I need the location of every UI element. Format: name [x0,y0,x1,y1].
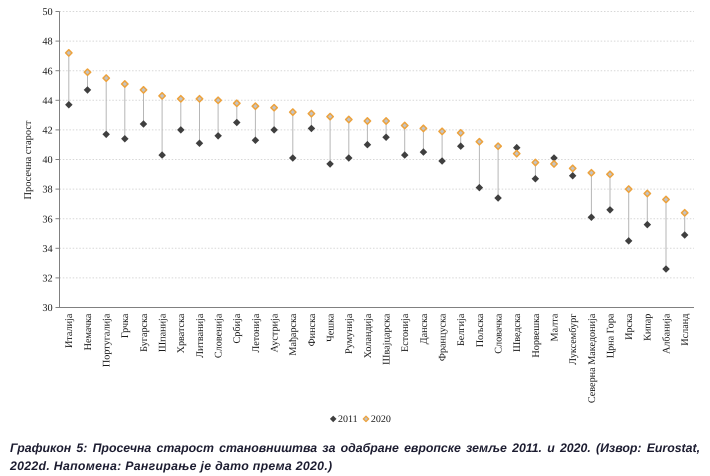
svg-text:34: 34 [42,244,52,255]
svg-text:Данска: Данска [419,313,430,344]
svg-text:Летонија: Летонија [251,313,262,353]
svg-text:42: 42 [42,126,52,137]
svg-text:Мађарска: Мађарска [288,313,299,355]
svg-text:Холандија: Холандија [363,313,374,358]
svg-text:Северна Македонија: Северна Македонија [587,313,598,403]
svg-text:38: 38 [42,185,52,196]
svg-text:Пољска: Пољска [475,313,486,347]
svg-text:Естонија: Естонија [400,313,411,352]
svg-text:50: 50 [42,7,52,18]
svg-text:44: 44 [42,96,52,107]
svg-text:Црна Гора: Црна Гора [605,313,616,358]
svg-text:Швајцарска: Швајцарска [382,313,393,365]
svg-text:2011: 2011 [338,414,358,425]
svg-text:Исланд: Исланд [680,314,691,346]
svg-text:Малта: Малта [549,313,560,341]
svg-text:Словенија: Словенија [214,313,225,358]
svg-text:2020: 2020 [371,414,391,425]
svg-text:32: 32 [42,274,52,285]
svg-text:36: 36 [42,214,52,225]
svg-text:Норвешка: Норвешка [531,313,542,357]
svg-text:Италија: Италија [64,313,75,348]
svg-text:Француска: Француска [438,313,449,361]
svg-text:Аустрија: Аустрија [270,313,281,352]
svg-text:Луксембург: Луксембург [568,314,579,365]
svg-text:Албанија: Албанија [661,313,672,354]
svg-text:Просечна старост: Просечна старост [23,120,34,199]
svg-text:40: 40 [42,155,52,166]
svg-text:46: 46 [42,66,52,77]
svg-text:Словачка: Словачка [494,313,505,354]
svg-text:Финска: Финска [307,313,318,346]
svg-text:Литванија: Литванија [195,313,206,358]
svg-text:Бугарска: Бугарска [139,313,150,352]
svg-text:Белгија: Белгија [456,313,467,346]
svg-text:Грчка: Грчка [120,313,131,338]
svg-text:Србија: Србија [232,313,243,343]
svg-text:Шведска: Шведска [512,313,523,352]
svg-text:Шпанија: Шпанија [158,313,169,352]
svg-text:Португалија: Португалија [102,313,113,367]
svg-text:48: 48 [42,37,52,48]
svg-text:Кипар: Кипар [643,314,654,341]
svg-text:Немачка: Немачка [83,313,94,350]
svg-text:30: 30 [42,303,52,314]
svg-text:Ирска: Ирска [624,313,635,340]
svg-text:Румунија: Румунија [344,313,355,354]
svg-text:Чешка: Чешка [326,313,337,342]
svg-text:Хрватска: Хрватска [176,313,187,353]
